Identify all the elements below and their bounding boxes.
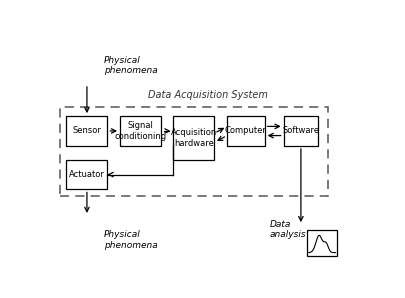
Text: Data
analysis: Data analysis [269, 220, 305, 239]
FancyBboxPatch shape [283, 116, 318, 146]
Text: Physical
phenomena: Physical phenomena [104, 56, 158, 75]
Text: Acquisition
hardware: Acquisition hardware [171, 128, 217, 148]
Text: Physical
phenomena: Physical phenomena [104, 230, 158, 250]
FancyBboxPatch shape [307, 230, 336, 256]
FancyBboxPatch shape [173, 116, 214, 160]
FancyBboxPatch shape [66, 160, 107, 190]
Text: Computer: Computer [224, 126, 266, 136]
Text: Signal
conditioning: Signal conditioning [114, 121, 166, 141]
FancyBboxPatch shape [120, 116, 160, 146]
Text: Sensor: Sensor [72, 126, 101, 136]
Text: Software: Software [281, 126, 319, 136]
Text: Actuator: Actuator [69, 170, 104, 179]
FancyBboxPatch shape [66, 116, 107, 146]
FancyBboxPatch shape [226, 116, 264, 146]
Text: Data Acquisition System: Data Acquisition System [148, 90, 267, 100]
